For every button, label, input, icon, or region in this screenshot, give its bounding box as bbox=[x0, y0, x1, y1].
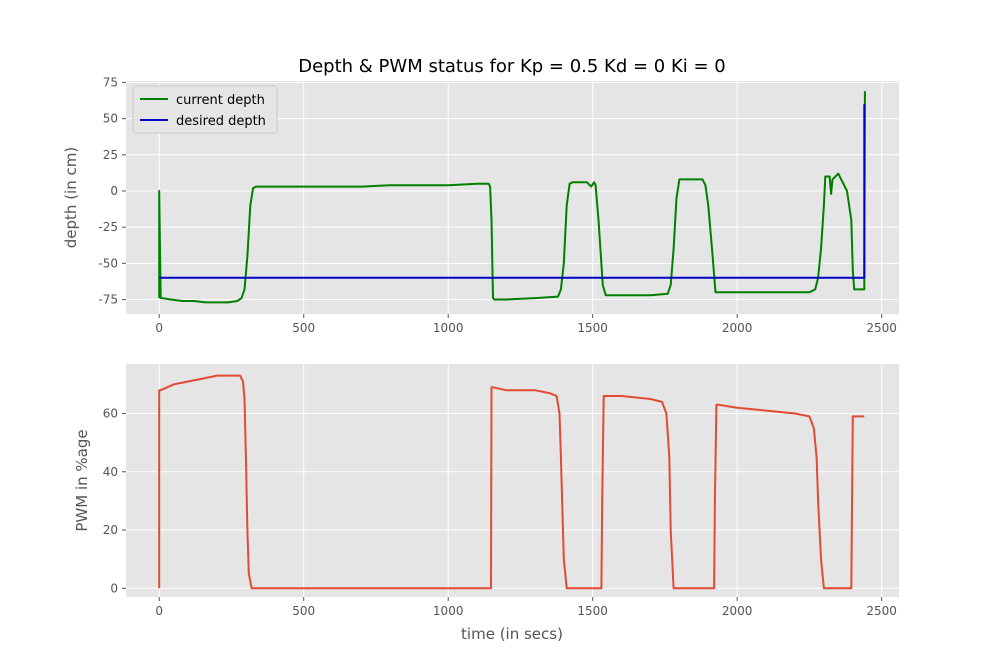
y-tick-label: 20 bbox=[103, 523, 118, 537]
y-tick-label: 40 bbox=[103, 465, 118, 479]
y-tick-label: -50 bbox=[98, 256, 118, 270]
legend-frame bbox=[132, 85, 278, 134]
x-tick-label: 0 bbox=[155, 321, 163, 335]
x-tick-label: 1500 bbox=[577, 604, 608, 618]
y-tick-label: 25 bbox=[103, 148, 118, 162]
current-depth-line bbox=[158, 91, 866, 304]
chart-title: Depth & PWM status for Kp = 0.5 Kd = 0 K… bbox=[298, 56, 726, 77]
pwm-y-ticks: 0 20 40 60 bbox=[103, 407, 126, 595]
pwm-series bbox=[158, 374, 865, 590]
y-tick-label: -75 bbox=[98, 293, 118, 307]
x-tick-label: 500 bbox=[292, 604, 315, 618]
x-tick-label: 0 bbox=[155, 604, 163, 618]
pwm-axes: 0 500 1000 1500 2000 2500 0 20 40 60 PWM in %age… bbox=[73, 364, 899, 643]
pwm-plot-area bbox=[126, 364, 899, 597]
pwm-x-ticks: 0 500 1000 1500 2000 2500 bbox=[155, 597, 897, 618]
pwm-line bbox=[158, 374, 865, 590]
depth-series bbox=[158, 91, 866, 304]
x-tick-label: 2500 bbox=[866, 604, 897, 618]
x-tick-label: 2500 bbox=[866, 321, 897, 335]
x-tick-label: 1000 bbox=[433, 321, 464, 335]
x-tick-label: 500 bbox=[292, 321, 315, 335]
depth-x-ticks: 0 500 1000 1500 2000 2500 bbox=[155, 314, 897, 335]
y-tick-label: 0 bbox=[110, 581, 118, 595]
desired-depth-line bbox=[159, 104, 866, 279]
y-tick-label: -25 bbox=[98, 220, 118, 234]
y-tick-label: 50 bbox=[103, 112, 118, 126]
y-tick-label: 60 bbox=[103, 407, 118, 421]
legend: current depth desired depth bbox=[132, 85, 278, 134]
x-axis-label: time (in secs) bbox=[461, 625, 563, 643]
pwm-y-axis-label: PWM in %age bbox=[73, 429, 91, 531]
x-tick-label: 1000 bbox=[433, 604, 464, 618]
depth-y-ticks: -75 -50 -25 0 25 50 75 bbox=[98, 75, 126, 307]
depth-axes: 0 500 1000 1500 2000 2500 -75 -50 -25 0 25 50 75 de… bbox=[62, 75, 899, 335]
y-tick-label: 75 bbox=[103, 75, 118, 89]
x-tick-label: 2000 bbox=[722, 321, 753, 335]
legend-label-desired-depth: desired depth bbox=[176, 114, 266, 129]
depth-y-axis-label: depth (in cm) bbox=[62, 147, 80, 248]
y-tick-label: 0 bbox=[110, 184, 118, 198]
legend-label-current-depth: current depth bbox=[176, 93, 265, 108]
x-tick-label: 2000 bbox=[722, 604, 753, 618]
x-tick-label: 1500 bbox=[577, 321, 608, 335]
depth-grid bbox=[126, 81, 899, 314]
